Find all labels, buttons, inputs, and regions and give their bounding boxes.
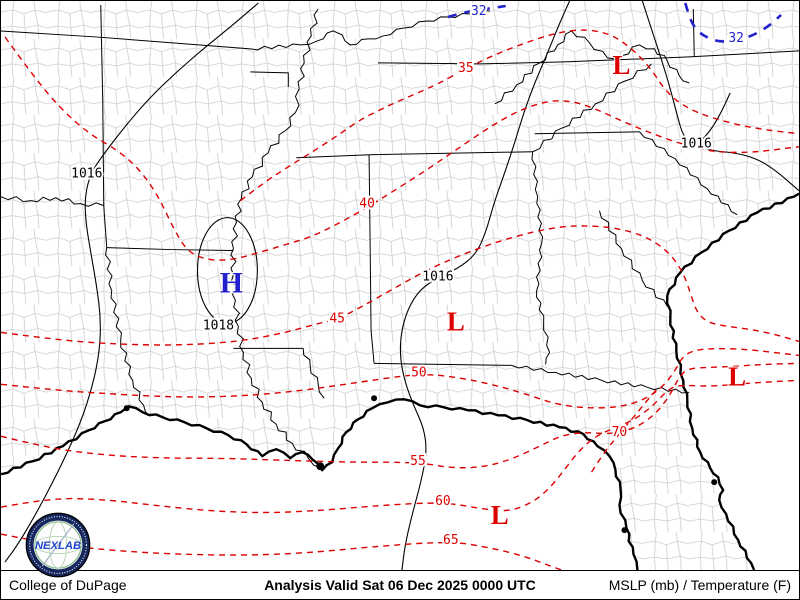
isotherm-50 — [1, 347, 799, 409]
border-mississippi-alabama — [368, 154, 375, 364]
footer-bar: College of DuPage Analysis Valid Sat 06 … — [1, 570, 799, 599]
river-pearl — [302, 348, 325, 399]
river-red — [1, 196, 104, 207]
isotherm-32-b — [684, 2, 782, 43]
isobar-label-1016: 1016 — [681, 137, 712, 152]
coastline-layer — [1, 192, 799, 570]
tampa-bay — [621, 527, 628, 534]
river-sabine — [105, 247, 151, 417]
border-oklahoma-arkansas — [100, 4, 105, 206]
map-area: 1016 1018 1016 1016 32 32 35 40 45 50 55 60 65 70 H L L… — [1, 1, 799, 578]
coast-gulf-florida-west — [1, 398, 639, 570]
border-missouri-arkansas — [1, 30, 251, 50]
state-borders-layer — [1, 4, 799, 469]
border-georgia-florida — [511, 364, 690, 394]
border-virginia-vertical — [692, 8, 695, 56]
isotherm-45 — [1, 225, 799, 346]
isobar-1018-ellipse — [196, 217, 258, 324]
isotherm-label-50: 50 — [411, 365, 427, 380]
units-text: MSLP (mb) / Temperature (F) — [608, 577, 791, 593]
isobar-label-1018: 1018 — [203, 318, 234, 333]
isotherm-label-60: 60 — [435, 494, 451, 509]
contour-labels-layer: 1016 1018 1016 1016 32 32 35 40 45 50 55 60 65 70 — [69, 2, 746, 550]
isotherm-label-32: 32 — [471, 4, 487, 19]
isotherm-40 — [4, 36, 799, 261]
isotherm-label-70: 70 — [612, 425, 628, 440]
border-georgia-northcarolina — [534, 131, 640, 135]
isobar-1016-east-branch — [699, 92, 731, 143]
coast-atlantic-florida-east — [665, 192, 799, 570]
logo-wordmark: NEXLAB — [35, 540, 81, 552]
contours-layer — [1, 1, 799, 570]
low-pressure-center: L — [612, 50, 630, 80]
isotherm-65 — [1, 533, 562, 570]
weather-map: 1016 1018 1016 1016 32 32 35 40 45 50 55 60 65 70 H L L… — [1, 1, 799, 570]
river-mississippi — [230, 8, 323, 469]
border-alabama-florida — [374, 362, 512, 366]
border-kentucky-step — [250, 71, 289, 87]
isotherm-label-40: 40 — [359, 197, 375, 212]
isobar-label-1016: 1016 — [422, 270, 453, 285]
border-alabama-georgia — [531, 151, 551, 365]
isotherm-label-65: 65 — [443, 533, 459, 548]
logo-ring-text — [29, 516, 87, 574]
isobar-1016-west — [4, 2, 259, 563]
valid-time-text: Analysis Valid Sat 06 Dec 2025 0000 UTC — [264, 577, 536, 593]
isotherm-label-32: 32 — [728, 31, 744, 46]
isobar-1016-central — [399, 1, 571, 570]
isotherm-label-45: 45 — [329, 311, 345, 326]
credit-text: College of DuPage — [9, 577, 127, 593]
low-pressure-center: L — [491, 500, 509, 530]
logo-slash — [41, 523, 75, 567]
isotherm-35 — [239, 29, 799, 202]
pressure-centers-layer: H L L L L — [219, 49, 747, 531]
high-pressure-center: H — [220, 266, 243, 299]
logo-globe-meridian — [48, 521, 68, 569]
nexlab-logo: NEXLAB — [25, 512, 91, 578]
mississippi-delta — [316, 462, 325, 471]
border-westvirginia — [571, 30, 690, 84]
low-pressure-center: L — [447, 306, 465, 336]
logo-globe-parallel — [34, 535, 82, 555]
isotherm-label-55: 55 — [410, 454, 426, 469]
low-pressure-center: L — [728, 361, 746, 391]
border-tennessee-kentucky — [378, 50, 799, 65]
isotherm-60 — [1, 379, 799, 514]
isotherm-70 — [590, 387, 658, 473]
mobile-bay — [371, 395, 378, 402]
border-tennessee-northcarolina — [532, 63, 652, 153]
border-northcarolina-southcarolina — [639, 131, 738, 216]
isobar-label-1016: 1016 — [71, 167, 102, 182]
isobar-1016-east — [641, 1, 799, 192]
galveston-bay — [123, 405, 130, 412]
isotherm-label-35: 35 — [458, 61, 474, 76]
cape-canaveral — [711, 479, 718, 486]
border-texas-arkansas — [103, 205, 108, 248]
border-virginia-kentucky — [494, 30, 572, 105]
border-tennessee-south — [296, 151, 533, 159]
border-arkansas-louisiana — [106, 247, 234, 252]
